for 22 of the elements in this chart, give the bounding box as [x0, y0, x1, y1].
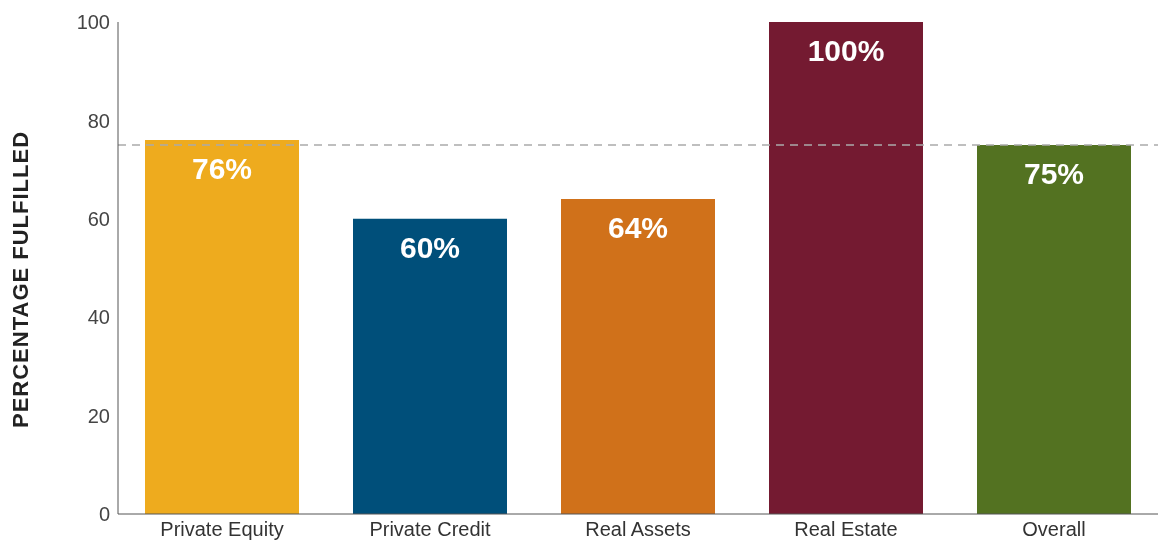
x-tick-label: Private Equity: [160, 518, 284, 541]
bar: [561, 199, 715, 514]
x-tick-label: Private Credit: [369, 518, 492, 541]
data-label: 64%: [607, 211, 669, 245]
y-tick-label: 40: [87, 306, 110, 329]
bar: [145, 140, 299, 514]
data-label: 60%: [399, 231, 461, 265]
bar: [353, 218, 507, 514]
bar: [769, 22, 923, 514]
data-label: 75%: [1023, 157, 1085, 191]
data-label: 76%: [191, 152, 253, 186]
x-tick-label: Overall: [1022, 518, 1086, 541]
x-tick-label: Real Assets: [585, 518, 691, 541]
y-axis-title: PERCENTAGE FULFILLED: [7, 130, 33, 428]
y-tick-label: 80: [87, 109, 110, 132]
bar: [977, 145, 1131, 514]
y-tick-label: 100: [76, 11, 110, 34]
x-tick-label: Real Estate: [794, 518, 898, 541]
y-tick-label: 60: [87, 207, 110, 230]
y-tick-label: 20: [87, 404, 110, 427]
y-tick-label: 0: [98, 503, 110, 526]
data-label: 100%: [807, 34, 885, 68]
